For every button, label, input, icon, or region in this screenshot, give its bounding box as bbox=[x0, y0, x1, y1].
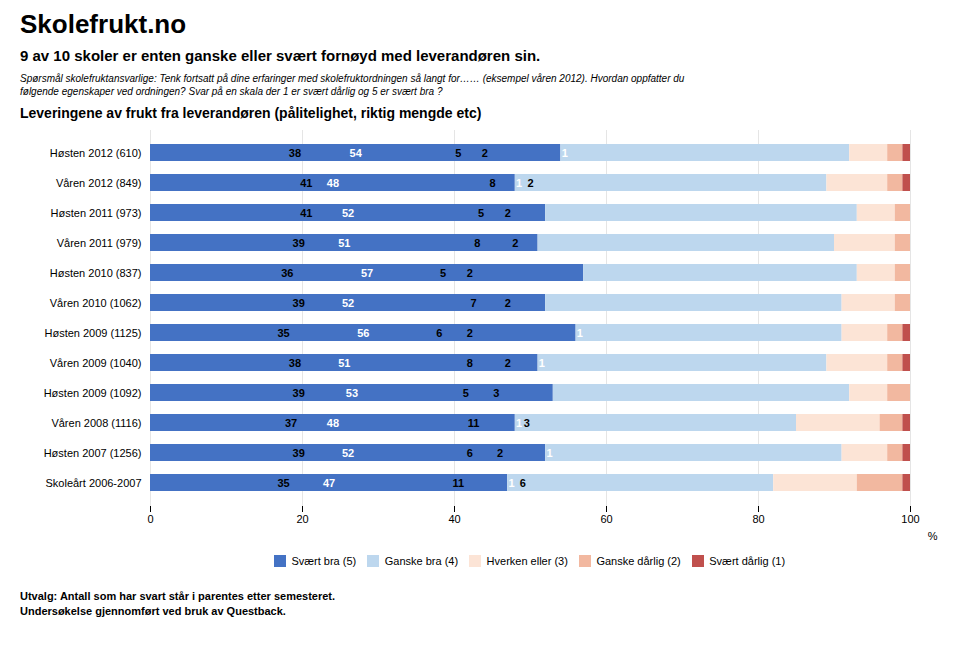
svg-text:Høsten 2010 (837): Høsten 2010 (837) bbox=[50, 267, 142, 279]
svg-text:38: 38 bbox=[289, 147, 301, 159]
svg-text:Våren 2011 (979): Våren 2011 (979) bbox=[57, 237, 142, 249]
svg-text:8: 8 bbox=[474, 237, 480, 249]
html-text:Undersøkelse gjennomført ved b: Undersøkelse gjennomført ved bruk av Que… bbox=[20, 604, 286, 617]
svg-text:2: 2 bbox=[505, 207, 511, 219]
svg-text:2: 2 bbox=[527, 177, 533, 189]
svg-text:0: 0 bbox=[147, 513, 153, 525]
svg-text:8: 8 bbox=[467, 357, 473, 369]
svg-text:39: 39 bbox=[293, 447, 305, 459]
html-text:følgende egenskaper ved ordnin: følgende egenskaper ved ordningen? Svar … bbox=[20, 86, 443, 97]
svg-text:80: 80 bbox=[752, 513, 764, 525]
svg-text:57: 57 bbox=[361, 267, 373, 279]
svg-text:6: 6 bbox=[436, 327, 442, 339]
svg-text:2: 2 bbox=[505, 357, 511, 369]
html-text:Ganske dårlig (2): Ganske dårlig (2) bbox=[596, 554, 681, 567]
svg-text:53: 53 bbox=[346, 387, 358, 399]
html-text:Skolefrukt.no: Skolefrukt.no bbox=[20, 9, 187, 39]
svg-text:11: 11 bbox=[468, 417, 480, 429]
svg-text:6: 6 bbox=[467, 447, 473, 459]
svg-text:35: 35 bbox=[277, 327, 289, 339]
svg-text:1: 1 bbox=[562, 147, 568, 159]
svg-text:39: 39 bbox=[293, 237, 305, 249]
html-text:Utvalg: Antall som har svart s: Utvalg: Antall som har svart står i pare… bbox=[20, 589, 335, 602]
svg-text:38: 38 bbox=[289, 357, 301, 369]
svg-text:48: 48 bbox=[327, 417, 339, 429]
svg-text:2: 2 bbox=[482, 147, 488, 159]
html-text:Svært bra (5): Svært bra (5) bbox=[291, 554, 357, 567]
svg-text:52: 52 bbox=[342, 297, 354, 309]
svg-text:48: 48 bbox=[327, 177, 339, 189]
html-text:Hverken eller (3): Hverken eller (3) bbox=[486, 554, 568, 567]
svg-text:5: 5 bbox=[440, 267, 446, 279]
svg-text:Høsten 2012 (610): Høsten 2012 (610) bbox=[50, 147, 142, 159]
svg-text:5: 5 bbox=[463, 387, 469, 399]
svg-text:Våren 2012 (849): Våren 2012 (849) bbox=[56, 177, 142, 189]
svg-text:Våren 2009 (1040): Våren 2009 (1040) bbox=[50, 357, 142, 369]
html-text:Leveringene av frukt fra lever: Leveringene av frukt fra leverandøren (p… bbox=[20, 105, 482, 121]
svg-text:5: 5 bbox=[478, 207, 484, 219]
svg-text:7: 7 bbox=[470, 297, 476, 309]
svg-text:Høsten 2007 (1256): Høsten 2007 (1256) bbox=[44, 447, 142, 459]
html-text:Svært dårlig (1): Svært dårlig (1) bbox=[709, 554, 786, 567]
svg-text:Skoleårt 2006-2007: Skoleårt 2006-2007 bbox=[45, 477, 141, 489]
svg-text:39: 39 bbox=[293, 387, 305, 399]
svg-text:60: 60 bbox=[600, 513, 612, 525]
svg-text:11: 11 bbox=[452, 477, 464, 489]
svg-text:2: 2 bbox=[505, 297, 511, 309]
svg-text:1: 1 bbox=[546, 447, 552, 459]
html-text:9 av 10 skoler er enten ganske: 9 av 10 skoler er enten ganske eller svæ… bbox=[20, 47, 541, 64]
svg-text:3: 3 bbox=[493, 387, 499, 399]
html-text:Spørsmål skolefruktansvarlige:: Spørsmål skolefruktansvarlige: Tenk fort… bbox=[20, 73, 685, 84]
svg-text:47: 47 bbox=[323, 477, 335, 489]
svg-text:2: 2 bbox=[512, 237, 518, 249]
svg-text:2: 2 bbox=[497, 447, 503, 459]
svg-text:41: 41 bbox=[300, 177, 312, 189]
svg-text:37: 37 bbox=[285, 417, 297, 429]
svg-text:Våren 2008 (1116): Våren 2008 (1116) bbox=[51, 417, 141, 429]
svg-text:2: 2 bbox=[467, 327, 473, 339]
svg-text:Våren 2010 (1062): Våren 2010 (1062) bbox=[50, 297, 142, 309]
svg-text:3: 3 bbox=[524, 417, 530, 429]
svg-text:1: 1 bbox=[516, 417, 522, 429]
svg-text:54: 54 bbox=[350, 147, 363, 159]
svg-text:35: 35 bbox=[277, 477, 289, 489]
svg-text:1: 1 bbox=[577, 327, 583, 339]
svg-text:%: % bbox=[928, 530, 938, 542]
svg-text:Høsten 2009 (1125): Høsten 2009 (1125) bbox=[44, 327, 141, 339]
svg-text:51: 51 bbox=[338, 357, 350, 369]
svg-text:1: 1 bbox=[508, 477, 514, 489]
svg-text:Høsten 2011 (973): Høsten 2011 (973) bbox=[51, 207, 142, 219]
svg-text:52: 52 bbox=[342, 447, 354, 459]
svg-text:5: 5 bbox=[455, 147, 461, 159]
svg-text:8: 8 bbox=[489, 177, 495, 189]
svg-text:Høsten 2009 (1092): Høsten 2009 (1092) bbox=[44, 387, 142, 399]
svg-text:56: 56 bbox=[357, 327, 369, 339]
svg-text:51: 51 bbox=[338, 237, 350, 249]
svg-text:41: 41 bbox=[300, 207, 312, 219]
svg-text:40: 40 bbox=[448, 513, 460, 525]
svg-text:6: 6 bbox=[520, 477, 526, 489]
svg-text:52: 52 bbox=[342, 207, 354, 219]
svg-text:36: 36 bbox=[281, 267, 293, 279]
svg-text:39: 39 bbox=[293, 297, 305, 309]
html-text:Ganske bra (4): Ganske bra (4) bbox=[384, 554, 459, 567]
svg-text:1: 1 bbox=[516, 177, 522, 189]
svg-text:20: 20 bbox=[296, 513, 308, 525]
svg-text:100: 100 bbox=[901, 513, 919, 525]
svg-text:2: 2 bbox=[467, 267, 473, 279]
svg-text:1: 1 bbox=[539, 357, 545, 369]
